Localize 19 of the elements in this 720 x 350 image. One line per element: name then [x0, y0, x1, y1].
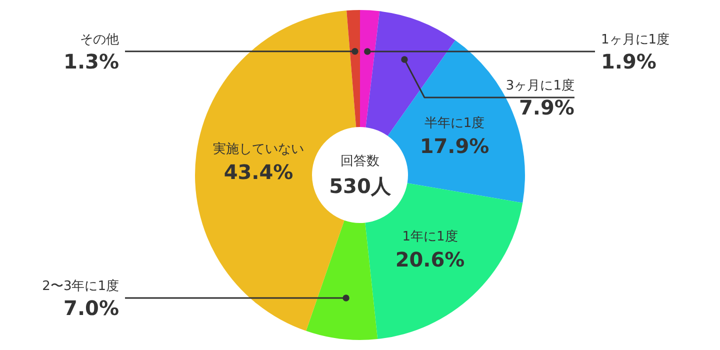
slice-label: 1年に1度 [402, 228, 458, 245]
data-label: 7.0% [64, 296, 119, 320]
donut-slice [346, 10, 360, 128]
slice-label: 2〜3年に1度 [42, 278, 119, 294]
slice-label: その他 [80, 32, 119, 48]
data-label: 1.9% [601, 49, 656, 74]
data-label: 1.3% [64, 49, 119, 74]
text: 回答数 [340, 154, 380, 169]
data-label: 20.6% [395, 248, 465, 272]
data-label: 7.9% [519, 96, 574, 120]
text: 530人 [329, 174, 392, 198]
slice-label: 半年に1度 [424, 114, 485, 131]
slice-label: 1ヶ月に1度 [601, 31, 670, 48]
donut-slice [360, 10, 380, 128]
donut-slice [306, 220, 378, 340]
slice-label: 実施していない [213, 141, 304, 158]
slice-label: 3ヶ月に1度 [506, 78, 574, 94]
data-label: 43.4% [224, 160, 294, 184]
data-label: 17.9% [420, 134, 490, 158]
